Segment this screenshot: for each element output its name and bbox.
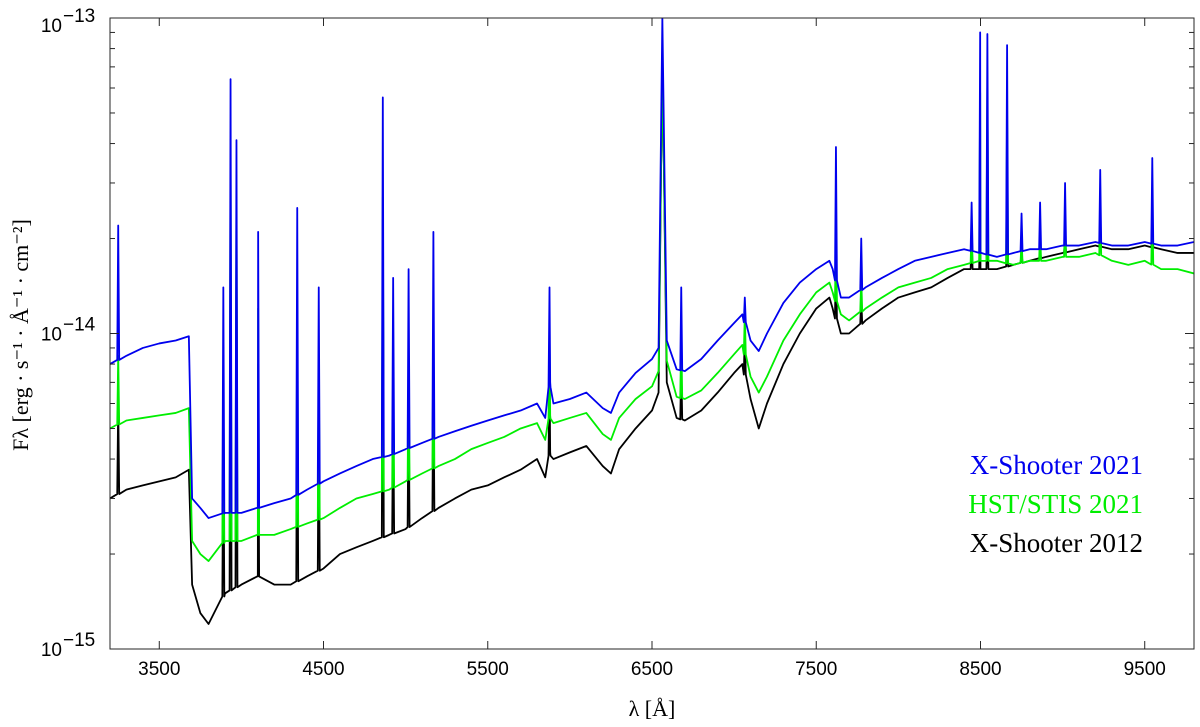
legend-entry-x-shooter-2012: X-Shooter 2012 bbox=[970, 528, 1143, 558]
y-tick-label: 10 bbox=[41, 640, 62, 661]
x-tick-label: 3500 bbox=[138, 659, 180, 680]
series-layer bbox=[110, 18, 1194, 625]
y-axis-label: Fλ [erg · s⁻¹ · Å⁻¹ · cm⁻²] bbox=[8, 219, 33, 451]
x-axis-label: λ [Å] bbox=[629, 696, 676, 721]
plot-background bbox=[110, 18, 1194, 649]
x-tick-labels: 3500 4500 5500 6500 7500 8500 9500 bbox=[138, 659, 1166, 680]
x-tick-label: 9500 bbox=[1124, 659, 1166, 680]
ticks-layer bbox=[110, 17, 1194, 650]
series-line-x-shooter-2021 bbox=[110, 18, 1194, 519]
plot-frame bbox=[109, 17, 1195, 650]
y-tick-exponent: −13 bbox=[63, 6, 95, 27]
x-tick-label: 6500 bbox=[631, 659, 673, 680]
x-tick-label: 5500 bbox=[467, 659, 509, 680]
legend: X-Shooter 2021 HST/STIS 2021 X-Shooter 201… bbox=[968, 450, 1143, 558]
x-tick-label: 7500 bbox=[795, 659, 837, 680]
y-tick-exponent: −14 bbox=[63, 315, 96, 336]
y-tick-label: 10 bbox=[41, 16, 62, 37]
y-tick-exponent: −15 bbox=[63, 630, 95, 651]
y-tick-label: 10 bbox=[41, 325, 62, 346]
legend-entry-x-shooter-2021: X-Shooter 2021 bbox=[970, 450, 1143, 480]
x-tick-label: 8500 bbox=[959, 659, 1001, 680]
legend-entry-hst-stis-2021: HST/STIS 2021 bbox=[968, 489, 1143, 519]
x-tick-label: 4500 bbox=[302, 659, 344, 680]
